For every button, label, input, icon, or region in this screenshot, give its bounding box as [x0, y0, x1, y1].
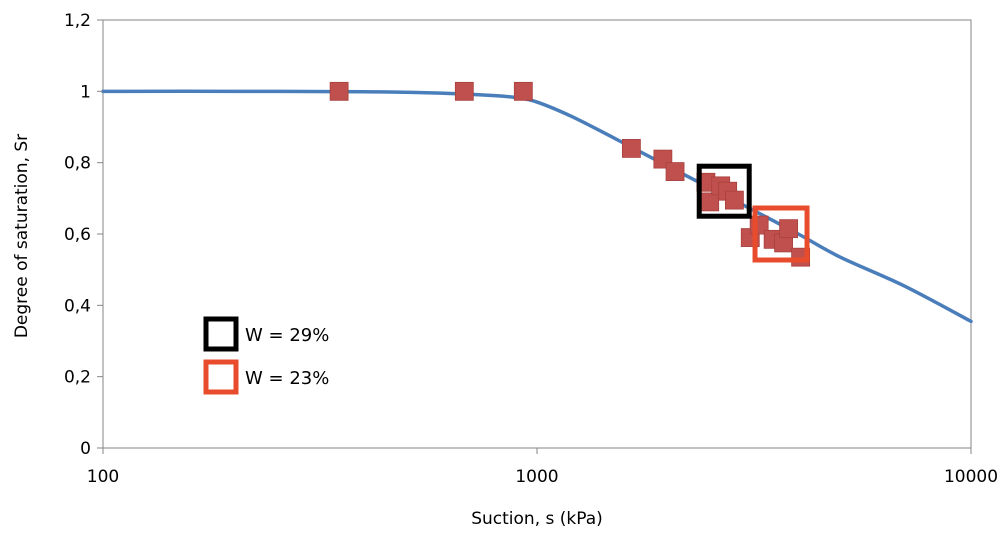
- legend-swatch: [203, 316, 239, 352]
- y-tick-label: 0: [80, 439, 91, 459]
- highlight-box-w23: [752, 205, 810, 263]
- x-axis-title: Suction, s (kPa): [471, 509, 603, 529]
- x-tick-label: 1000: [515, 467, 558, 487]
- y-tick-label: 0,4: [64, 296, 91, 316]
- legend: W = 29% W = 23%: [203, 316, 329, 395]
- data-point: [329, 81, 349, 101]
- plot-border: [102, 19, 972, 449]
- y-tick-label: 0,2: [64, 368, 91, 388]
- data-point: [779, 219, 799, 239]
- legend-swatch: [203, 359, 239, 395]
- data-point: [665, 162, 685, 181]
- data-point: [621, 138, 641, 158]
- legend-label: W = 23%: [245, 368, 329, 389]
- fitted-curve-line: [101, 89, 973, 324]
- y-tick-label: 1,2: [64, 11, 91, 31]
- data-point: [725, 190, 744, 210]
- y-tick-label: 1: [80, 82, 91, 102]
- x-tick-label: 10000: [944, 467, 998, 487]
- y-axis-title: Degree of saturation, Sr: [12, 134, 32, 338]
- x-tick-label: 100: [87, 467, 119, 487]
- annotation-boxes: [696, 163, 810, 263]
- y-tick-label: 0,6: [64, 225, 91, 245]
- data-point: [513, 81, 533, 101]
- legend-label: W = 29%: [245, 325, 329, 346]
- data-point: [700, 192, 720, 212]
- tick-labels: 0 0,2 0,4 0,6 0,8 1 1,2 100 1000 10000: [64, 11, 998, 487]
- highlight-box-w29: [696, 163, 752, 219]
- data-point: [454, 81, 474, 101]
- y-tick-label: 0,8: [64, 154, 91, 174]
- plot-frame: [102, 19, 972, 449]
- data-markers: [329, 81, 811, 267]
- fitted-curve: [101, 89, 973, 324]
